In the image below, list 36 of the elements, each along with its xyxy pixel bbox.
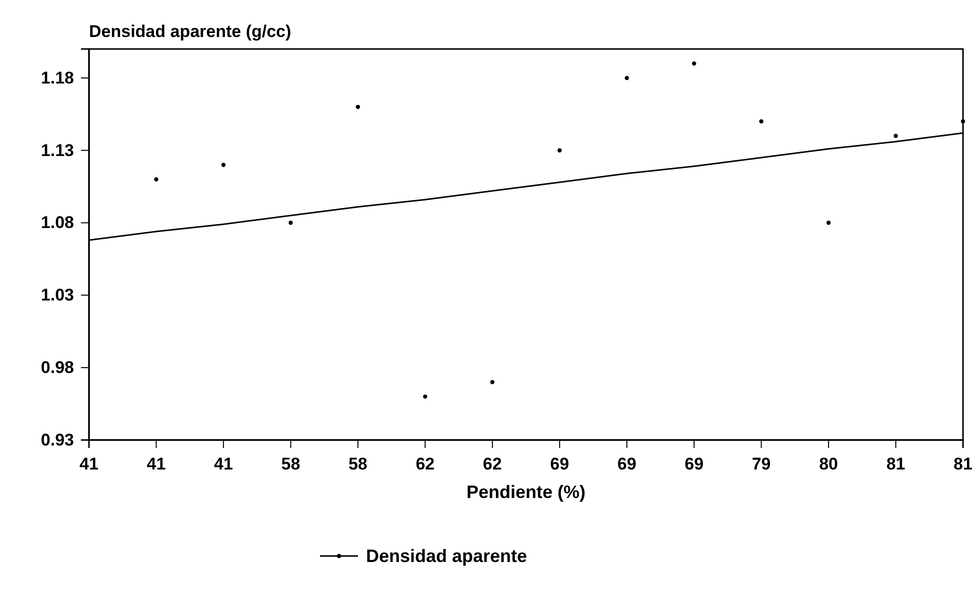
point bbox=[221, 162, 226, 167]
x-tick-label: 41 bbox=[214, 454, 233, 474]
y-tick-label: 1.03 bbox=[40, 286, 74, 305]
x-tick-label: 62 bbox=[416, 454, 435, 474]
x-tick-label: 80 bbox=[819, 454, 838, 474]
x-axis-title: Pendiente (%) bbox=[466, 482, 586, 502]
x-tick-label: 81 bbox=[954, 454, 972, 474]
y-tick-label: 0.93 bbox=[40, 430, 74, 450]
y-tick-label: 1.18 bbox=[40, 68, 74, 88]
point bbox=[759, 119, 764, 124]
x-tick-label: 81 bbox=[886, 454, 906, 474]
point bbox=[826, 220, 831, 225]
point bbox=[356, 104, 360, 110]
point bbox=[692, 61, 696, 66]
point bbox=[960, 119, 966, 124]
x-tick-label: 62 bbox=[482, 454, 502, 474]
x-tick-label: 41 bbox=[80, 454, 98, 474]
x-tick-label: 79 bbox=[752, 454, 771, 474]
x-tick-label: 41 bbox=[146, 454, 166, 474]
x-tick-label: 58 bbox=[348, 454, 368, 474]
x-tick-label: 69 bbox=[550, 454, 570, 474]
point bbox=[558, 148, 562, 152]
y-tick-label: 0.98 bbox=[40, 358, 74, 378]
legend-label: Densidad aparente bbox=[366, 546, 528, 566]
point bbox=[423, 394, 428, 399]
y-tick-label: 1.13 bbox=[40, 140, 74, 160]
x-tick-label: 58 bbox=[281, 454, 300, 474]
point bbox=[154, 177, 158, 182]
y-axis-title: Densidad aparente (g/cc) bbox=[89, 22, 292, 41]
point bbox=[490, 380, 494, 384]
point bbox=[894, 134, 898, 138]
x-tick-label: 69 bbox=[617, 454, 636, 474]
point bbox=[624, 76, 629, 80]
y-tick-label: 1.08 bbox=[40, 213, 74, 232]
point bbox=[288, 220, 293, 225]
x-tick-label: 69 bbox=[684, 454, 704, 474]
